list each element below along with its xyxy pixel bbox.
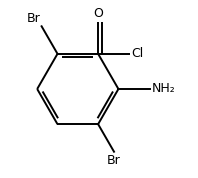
Text: Br: Br <box>27 12 40 25</box>
Text: Br: Br <box>107 154 121 167</box>
Text: NH₂: NH₂ <box>152 82 175 96</box>
Text: Cl: Cl <box>131 47 144 60</box>
Text: O: O <box>93 7 103 20</box>
